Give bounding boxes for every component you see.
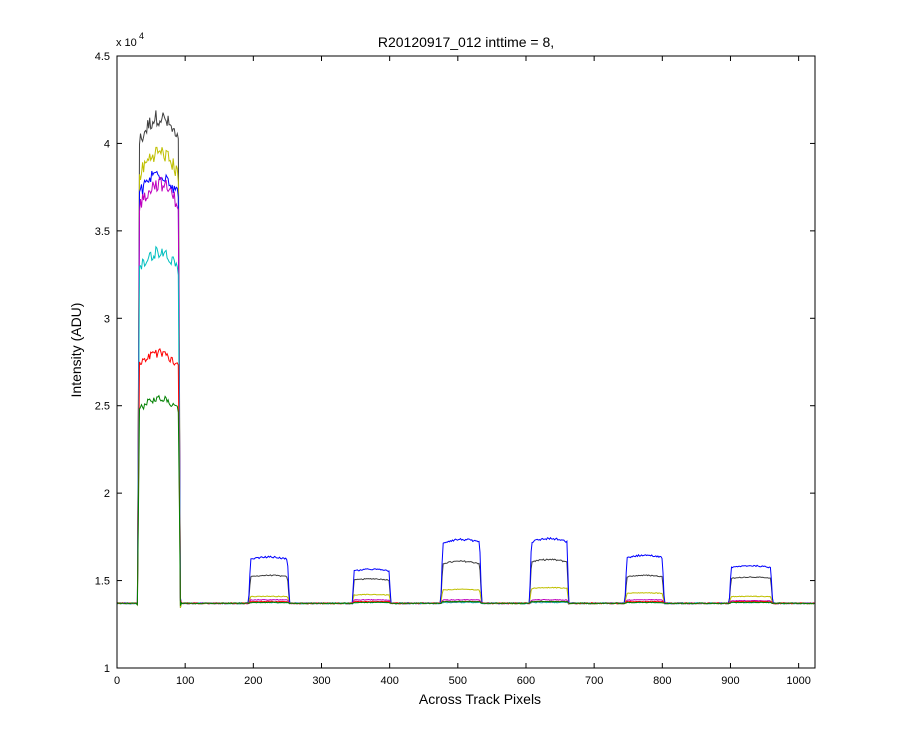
axes-background	[117, 56, 815, 668]
y-axis-ticks: 1 1.5 2 2.5 3 3.5 4 4.5	[95, 51, 815, 675]
chart-title: R20120917_012 inttime = 8,	[378, 34, 554, 50]
series-group	[116, 110, 815, 608]
x-tick-label: 900	[721, 675, 739, 687]
x-tick-label: 0	[114, 675, 120, 687]
x-tick-label: 1000	[786, 675, 810, 687]
axes-box	[116, 55, 816, 669]
y-exponent-base: x 10	[116, 37, 137, 49]
x-tick-label: 600	[517, 675, 535, 687]
x-tick-label: 300	[312, 675, 330, 687]
x-tick-label: 800	[653, 675, 671, 687]
y-tick-label: 4	[104, 138, 110, 150]
x-axis-ticks: 0 100 200 300 400 500 600 700 800 900 1000	[114, 56, 811, 687]
y-tick-label: 2.5	[95, 401, 110, 413]
y-exponent-power: 4	[139, 31, 144, 41]
x-tick-label: 100	[176, 675, 194, 687]
y-tick-label: 2	[104, 488, 110, 500]
y-tick-label: 1	[104, 663, 110, 675]
y-axis-label: Intensity (ADU)	[68, 303, 84, 398]
y-tick-label: 4.5	[95, 51, 110, 63]
x-tick-label: 500	[449, 675, 467, 687]
y-tick-label: 3	[104, 313, 110, 325]
x-tick-label: 200	[244, 675, 262, 687]
x-axis-label: Across Track Pixels	[419, 691, 541, 707]
plot-area: 0 100 200 300 400 500 600 700 800 900 1000 1 1.5 2 2.…	[95, 51, 816, 687]
series-line	[117, 394, 815, 606]
y-tick-label: 3.5	[95, 226, 110, 238]
x-tick-label: 400	[380, 675, 398, 687]
y-tick-label: 1.5	[95, 576, 110, 588]
x-tick-label: 700	[585, 675, 603, 687]
